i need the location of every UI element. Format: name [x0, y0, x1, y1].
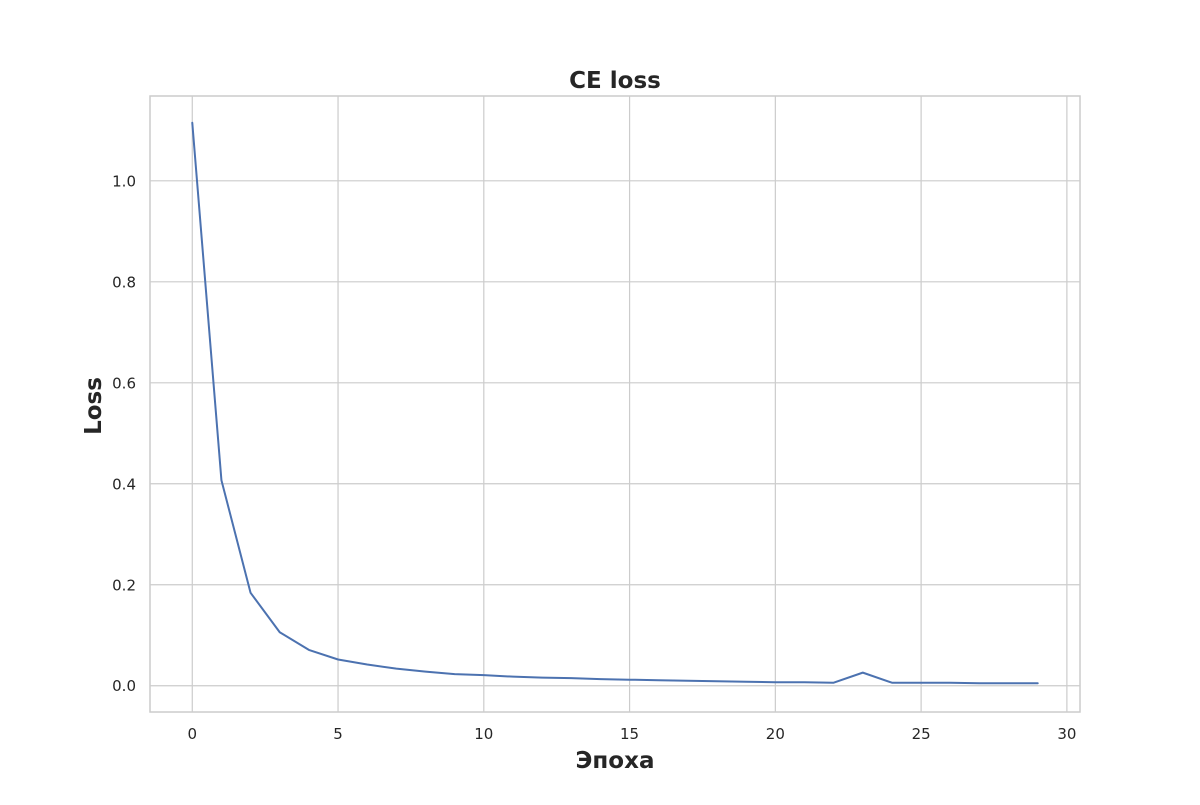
y-axis-label: Loss [81, 377, 107, 435]
x-tick-label: 10 [474, 725, 493, 743]
x-tick-label: 25 [912, 725, 931, 743]
x-tick-label: 5 [333, 725, 343, 743]
loss-series-line [191, 121, 1039, 685]
y-tick-label: 1.0 [112, 172, 136, 190]
x-tick-label: 0 [187, 725, 197, 743]
plot-frame [149, 95, 1081, 713]
chart-title: CE loss [569, 68, 661, 94]
x-tick-label: 20 [766, 725, 785, 743]
y-tick-label: 0.8 [112, 273, 136, 291]
y-tick-label: 0.6 [112, 374, 136, 392]
x-tick-label: 30 [1057, 725, 1076, 743]
plot-border [149, 95, 1081, 713]
grid [150, 96, 1080, 712]
x-axis-label: Эпоха [576, 748, 655, 774]
y-tick-label: 0.0 [112, 677, 136, 695]
y-tick-label: 0.4 [112, 475, 136, 493]
x-tick-label: 15 [620, 725, 639, 743]
y-tick-label: 0.2 [112, 576, 136, 594]
series-layer [191, 121, 1039, 685]
x-tick-labels: 0 5 10 15 20 25 30 [187, 725, 1076, 743]
y-tick-labels: 0.0 0.2 0.4 0.6 0.8 1.0 [112, 172, 136, 695]
